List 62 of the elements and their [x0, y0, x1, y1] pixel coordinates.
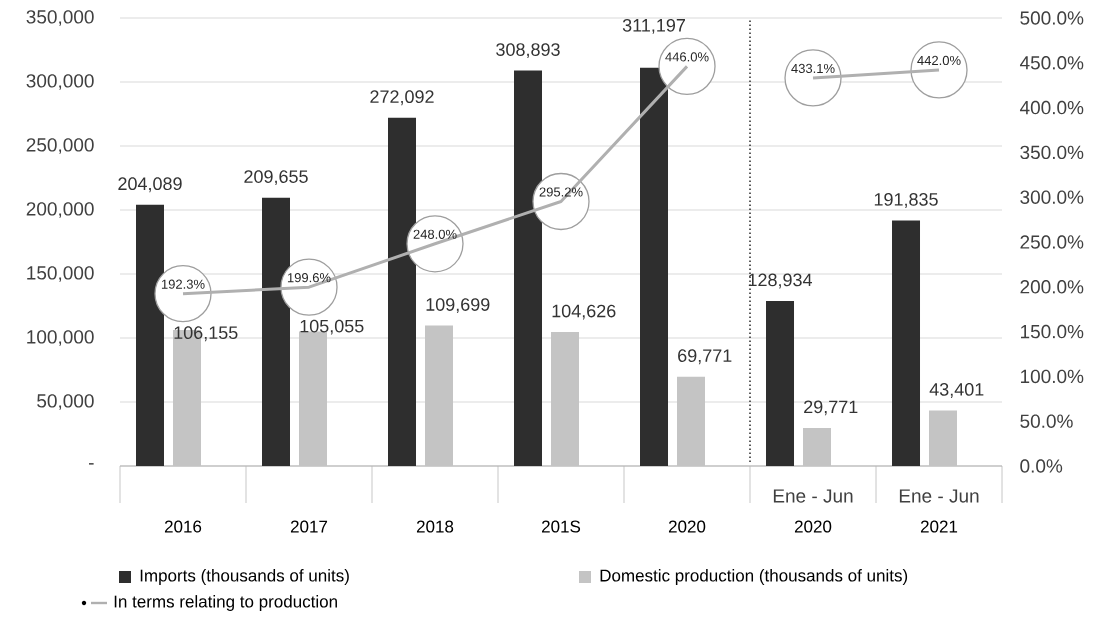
x-tick-label: 2021: [920, 520, 958, 533]
data-label: 43,401: [929, 383, 984, 398]
y-tick-label: 100,000: [27, 330, 94, 346]
data-label: 29,771: [804, 400, 858, 416]
y-tick-label: -: [88, 463, 94, 465]
y-tick-label: 300,000: [26, 74, 94, 90]
bar: [892, 220, 921, 466]
data-label: 199.6%: [287, 273, 331, 283]
y2-tick-label: 150.0%: [1020, 324, 1084, 339]
data-label: 272,092: [370, 90, 434, 106]
data-label: 308,893: [496, 43, 560, 59]
legend-label: Domestic production (thousands of units): [600, 569, 908, 585]
y2-tick-label: 350.0%: [1020, 145, 1084, 160]
y2-tick-label: 500.0%: [1020, 11, 1084, 25]
data-label: 311,197: [622, 18, 685, 34]
y2-tick-label: 400.0%: [1019, 100, 1084, 115]
data-label: 105,055: [300, 319, 364, 335]
y2-tick-label: 100.0%: [1020, 369, 1084, 384]
data-label: 446.0%: [665, 52, 709, 62]
data-label: 106,155: [174, 326, 238, 342]
data-label: 204,089: [118, 177, 182, 193]
y-tick-label: 200,000: [26, 202, 94, 218]
bar: [803, 427, 832, 466]
y2-tick-label: 300.0%: [1020, 190, 1084, 204]
data-label: 433.1%: [791, 63, 835, 74]
data-label: 104,626: [552, 304, 616, 320]
x-tick-label: 2017: [290, 520, 328, 533]
y2-tick-label: 50.0%: [1020, 414, 1073, 428]
x-tick-label: 2018: [416, 520, 454, 533]
legend-label: In terms relating to production: [114, 595, 337, 611]
bar: [640, 67, 669, 466]
y2-tick-label: 250.0%: [1020, 235, 1084, 249]
data-label: 191,835: [874, 193, 938, 208]
data-label: 209,655: [244, 170, 308, 186]
y-tick-label: 50,000: [37, 394, 94, 410]
x-tick-label: 2020: [794, 520, 832, 533]
y-tick-label: 250,000: [26, 138, 94, 154]
y-tick-label: 150,000: [27, 266, 94, 282]
data-label: 248.0%: [413, 229, 457, 239]
data-label: 109,699: [426, 298, 490, 314]
bar: [766, 300, 795, 466]
bar: [551, 332, 580, 466]
data-label: 192.3%: [161, 279, 205, 289]
text: Ene - Jun: [899, 489, 979, 503]
y2-tick-label: 0.0%: [1020, 459, 1063, 473]
x-tick-label: 2016: [164, 520, 202, 533]
y2-tick-label: 450.0%: [1019, 56, 1084, 70]
bar: [136, 204, 164, 466]
bar: [425, 325, 454, 466]
legend-label: Imports (thousands of units): [140, 569, 349, 585]
bar: [677, 376, 706, 466]
bar: [262, 197, 290, 466]
x-tick-label: 201S: [542, 520, 581, 533]
y-tick-label: 350,000: [26, 10, 94, 26]
data-label: 69,771: [678, 349, 732, 365]
text: Ene - Jun: [773, 489, 853, 503]
data-label: 442.0%: [917, 55, 961, 66]
data-label: 128,934: [748, 273, 813, 289]
bar: [929, 410, 958, 466]
x-tick-label: 2020: [668, 520, 706, 533]
y2-tick-label: 200.0%: [1020, 280, 1084, 294]
data-label: 295.2%: [539, 187, 583, 197]
